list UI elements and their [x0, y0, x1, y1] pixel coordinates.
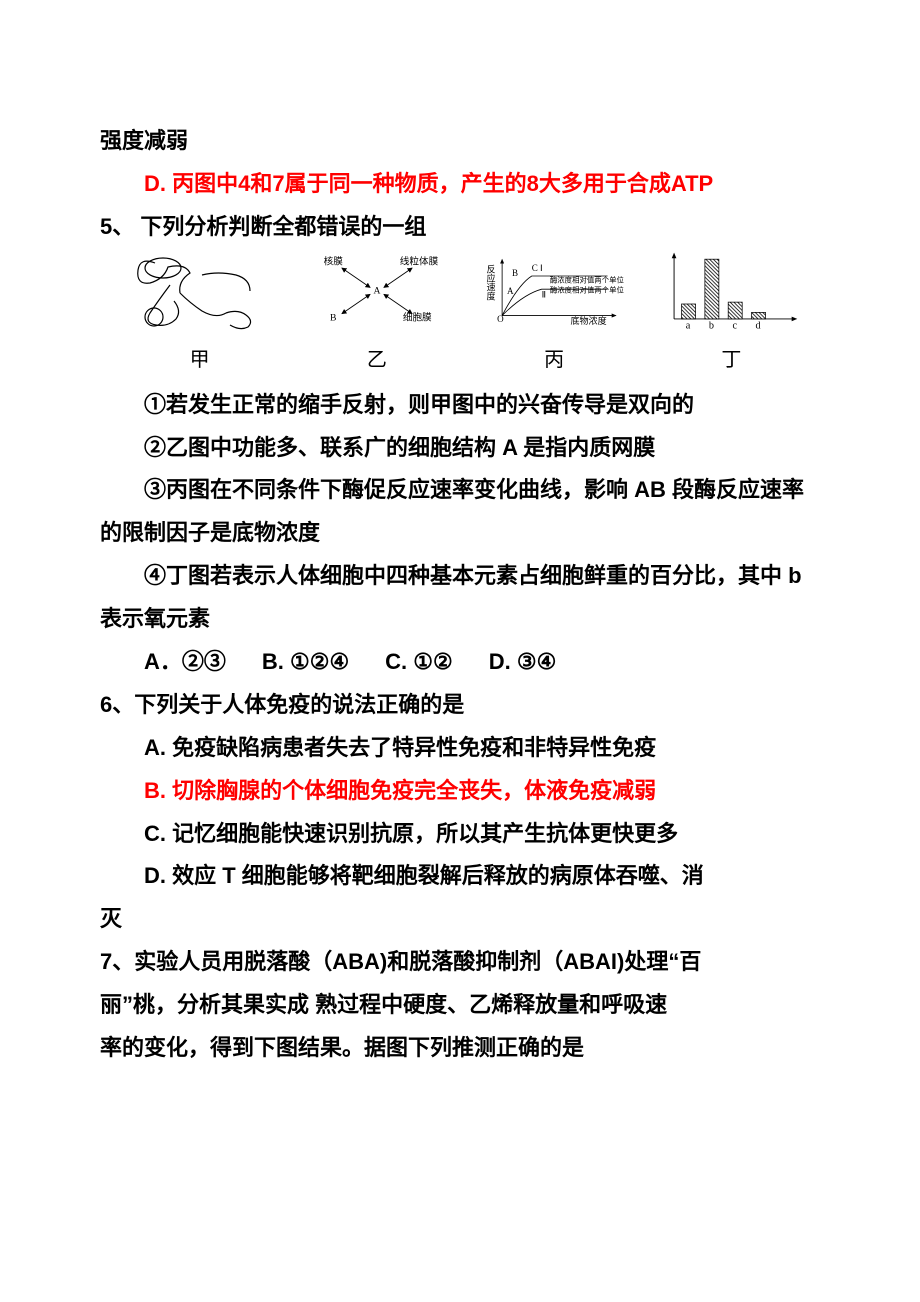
- q6-option-b: B. 切除胸腺的个体细胞免疫完全丧失，体液免疫减弱: [100, 770, 820, 813]
- bar-chart: a b c d: [661, 245, 801, 335]
- q6-stem: 6、下列关于人体免疫的说法正确的是: [100, 684, 820, 727]
- figure-yi-graphic: 核膜 线粒体膜 A B 细胞膜: [288, 245, 465, 335]
- bar-c-label: c: [733, 320, 738, 331]
- q5-choice-d: D. ③④: [489, 641, 557, 684]
- q6-option-a: A. 免疫缺陷病患者失去了特异性免疫和非特异性免疫: [100, 727, 820, 770]
- q5-choice-b: B. ①②④: [262, 641, 349, 684]
- q5-stmt3-line1: ③丙图在不同条件下酶促反应速率变化曲线，影响 AB 段酶反应速率的限制因子是底物…: [100, 469, 820, 555]
- point-A: A: [507, 286, 514, 296]
- q5-stmt4: ④丁图若表示人体细胞中四种基本元素占细胞鲜重的百分比，其中 b 表示氧元素: [100, 555, 820, 641]
- q5-choices: A．②③ B. ①②④ C. ①② D. ③④: [100, 641, 820, 684]
- label-B: B: [330, 312, 336, 323]
- q5-figures-row: 甲 核膜 线粒体膜: [111, 249, 820, 384]
- q5-text: 下列分析判断全都错误的一组: [140, 214, 426, 239]
- q6-option-c: C. 记忆细胞能快速识别抗原，所以其产生抗体更快更多: [100, 813, 820, 856]
- label-cell-membrane: 细胞膜: [403, 311, 432, 323]
- y-axis-label: 反应速度: [486, 264, 496, 301]
- figure-jia-caption: 甲: [190, 341, 210, 380]
- q7-line1: 7、实验人员用脱落酸（ABA)和脱落酸抑制剂（ABAI)处理“百: [100, 941, 820, 984]
- figure-yi-caption: 乙: [367, 341, 387, 380]
- q6-number: 6、: [100, 692, 134, 717]
- curve-II: Ⅱ: [542, 289, 546, 299]
- point-B: B: [512, 268, 518, 278]
- q7-line3: 率的变化，得到下图结果。据图下列推测正确的是: [100, 1027, 820, 1070]
- label-A: A: [373, 285, 380, 296]
- x-axis-label: 底物浓度: [571, 314, 607, 325]
- figure-ding: a b c d 丁: [643, 245, 820, 380]
- label-nucleus-membrane: 核膜: [324, 255, 344, 267]
- prev-continuation: 强度减弱: [100, 120, 820, 163]
- q5-choice-c: C. ①②: [385, 641, 453, 684]
- q6-text: 下列关于人体免疫的说法正确的是: [134, 692, 464, 717]
- legend-2: 酶浓度相对值两个单位 25℃: [550, 284, 624, 294]
- curve-I: Ⅰ: [540, 263, 543, 273]
- label-mito-membrane: 线粒体膜: [400, 255, 439, 267]
- bar-d-label: d: [756, 320, 761, 331]
- origin-O: O: [497, 314, 504, 324]
- q4-option-d: D. 丙图中4和7属于同一种物质，产生的8大多用于合成ATP: [100, 163, 820, 206]
- point-C: C: [532, 263, 538, 273]
- figure-ding-caption: 丁: [721, 341, 741, 380]
- membrane-diagram: 核膜 线粒体膜 A B 细胞膜: [307, 245, 447, 335]
- figure-yi: 核膜 线粒体膜 A B 细胞膜 乙: [288, 245, 465, 380]
- q6-option-d-line2: 灭: [100, 898, 820, 941]
- figure-jia-graphic: [111, 245, 288, 335]
- enzyme-curve-chart: 反应速度 B C Ⅰ A Ⅱ 酶浓度相对值两个单位 37℃ 酶浓度相对值两个单位…: [484, 245, 624, 335]
- q5-stmt1: ①若发生正常的缩手反射，则甲图中的兴奋传导是双向的: [100, 384, 820, 427]
- bar-a-label: a: [686, 320, 691, 331]
- q5-stem: 5、 下列分析判断全都错误的一组: [100, 206, 820, 249]
- bar-b-label: b: [709, 320, 714, 331]
- reflex-arc-sketch: [130, 245, 270, 335]
- q5-number: 5、: [100, 214, 134, 239]
- legend-1: 酶浓度相对值两个单位 37℃: [550, 274, 624, 284]
- figure-bing-graphic: 反应速度 B C Ⅰ A Ⅱ 酶浓度相对值两个单位 37℃ 酶浓度相对值两个单位…: [466, 245, 643, 335]
- figure-bing: 反应速度 B C Ⅰ A Ⅱ 酶浓度相对值两个单位 37℃ 酶浓度相对值两个单位…: [466, 245, 643, 380]
- q5-choice-a: A．②③: [144, 641, 226, 684]
- figure-ding-graphic: a b c d: [643, 245, 820, 335]
- q5-stmt2: ②乙图中功能多、联系广的细胞结构 A 是指内质网膜: [100, 427, 820, 470]
- q6-option-d-line1: D. 效应 T 细胞能够将靶细胞裂解后释放的病原体吞噬、消: [100, 855, 820, 898]
- q7-line2: 丽”桃，分析其果实成 熟过程中硬度、乙烯释放量和呼吸速: [100, 984, 820, 1027]
- figure-jia: 甲: [111, 245, 288, 380]
- figure-bing-caption: 丙: [544, 341, 564, 380]
